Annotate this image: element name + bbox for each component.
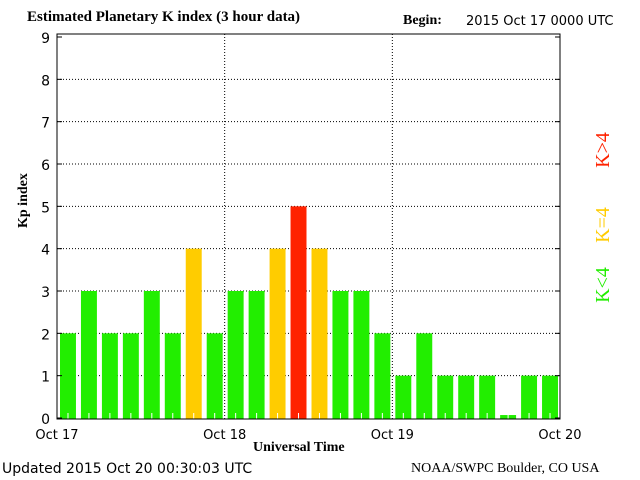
x-tick-label: Oct 18 bbox=[203, 428, 246, 443]
y-tick-label: 7 bbox=[41, 116, 50, 132]
y-tick-label: 0 bbox=[41, 412, 50, 428]
kp-bar bbox=[227, 291, 244, 419]
kp-bar bbox=[311, 248, 328, 419]
kp-bar bbox=[290, 206, 307, 419]
begin-label: Begin: bbox=[403, 13, 442, 28]
y-tick-label: 8 bbox=[41, 73, 50, 89]
updated-text: Updated 2015 Oct 20 00:30:03 UTC bbox=[2, 461, 253, 477]
x-axis-label: Universal Time bbox=[253, 440, 345, 455]
legend-item: K=4 bbox=[592, 207, 614, 243]
kp-bar bbox=[80, 291, 97, 419]
chart-title: Estimated Planetary K index (3 hour data… bbox=[27, 9, 301, 25]
x-tick-label: Oct 20 bbox=[538, 428, 581, 443]
kp-bar bbox=[437, 375, 454, 419]
y-tick-label: 4 bbox=[41, 243, 50, 259]
y-tick-label: 6 bbox=[41, 158, 50, 174]
kp-bar bbox=[458, 375, 475, 419]
kp-bar bbox=[185, 248, 202, 419]
x-tick-label: Oct 19 bbox=[371, 428, 414, 443]
legend-item: K>4 bbox=[592, 132, 614, 168]
kp-bar bbox=[248, 291, 265, 419]
kp-bar bbox=[374, 333, 391, 419]
kp-bar bbox=[479, 375, 496, 419]
plot-frame bbox=[56, 33, 561, 420]
kp-bar bbox=[206, 333, 223, 419]
kp-bar bbox=[416, 333, 433, 419]
y-tick-label: 2 bbox=[41, 327, 50, 343]
kp-bar bbox=[101, 333, 118, 419]
kp-bar bbox=[60, 333, 76, 419]
kp-bar bbox=[353, 291, 370, 419]
credit-text: NOAA/SWPC Boulder, CO USA bbox=[411, 461, 600, 476]
kp-bar bbox=[143, 291, 160, 419]
kp-bar bbox=[269, 248, 286, 419]
y-tick-label: 3 bbox=[41, 285, 50, 301]
kp-bar bbox=[395, 375, 412, 419]
legend-item: K<4 bbox=[592, 267, 614, 303]
kp-bar bbox=[542, 375, 558, 419]
y-tick-label: 5 bbox=[41, 200, 50, 216]
begin-value: 2015 Oct 17 0000 UTC bbox=[466, 14, 614, 29]
kp-bar bbox=[122, 333, 139, 419]
y-tick-label: 1 bbox=[41, 370, 50, 386]
kp-bar bbox=[521, 375, 538, 419]
x-tick-label: Oct 17 bbox=[35, 428, 78, 443]
kp-bar bbox=[164, 333, 181, 419]
y-tick-label: 9 bbox=[41, 31, 50, 47]
kp-bar bbox=[332, 291, 349, 419]
